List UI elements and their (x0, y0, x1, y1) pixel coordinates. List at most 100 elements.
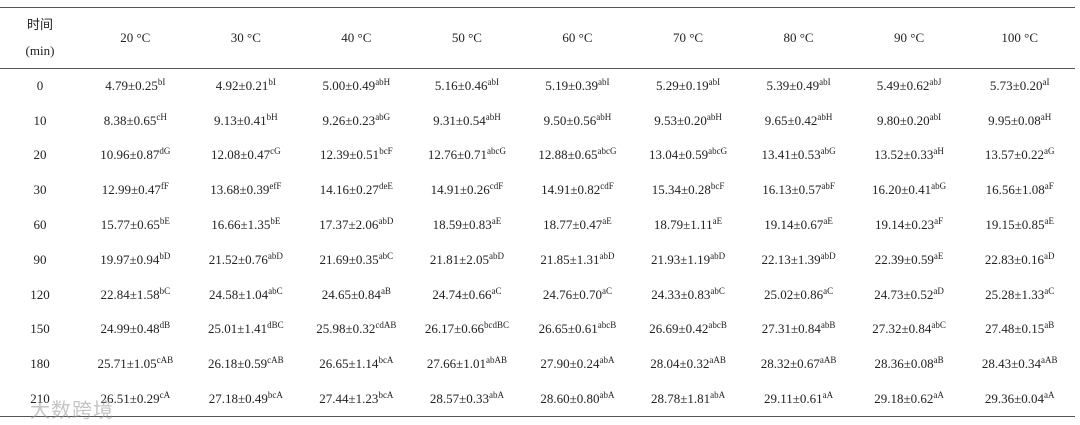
value-cell: 4.92±0.21bI (191, 69, 302, 104)
cell-value: 5.19±0.39 (545, 78, 599, 94)
cell-value: 13.41±0.53 (761, 147, 821, 163)
cell-value: 5.16±0.46 (434, 78, 488, 94)
cell-value: 29.36±0.04 (984, 390, 1044, 406)
value-cell: 24.74±0.66aC (412, 277, 523, 312)
value-cell: 24.65±0.84aB (301, 277, 412, 312)
cell-value: 27.18±0.49 (208, 390, 268, 406)
value-cell: 24.33±0.83abC (633, 277, 744, 312)
value-cell: 13.04±0.59abcG (633, 138, 744, 173)
value-cell: 14.91±0.82cdF (522, 173, 633, 208)
value-cell: 5.00±0.49abH (301, 69, 412, 104)
cell-value: 9.80±0.20 (877, 112, 930, 128)
value-cell: 21.93±1.19abD (633, 242, 744, 277)
value-cell: 25.01±1.41dBC (191, 312, 302, 347)
significance-letters: bE (159, 216, 170, 227)
value-cell: 9.31±0.54abH (412, 103, 523, 138)
significance-letters: aC (491, 285, 502, 296)
cell-value: 14.91±0.82 (541, 182, 601, 198)
cell-value: 26.18±0.59 (208, 356, 268, 372)
significance-letters: aAB (1041, 355, 1058, 366)
value-cell: 14.16±0.27deE (301, 173, 412, 208)
cell-value: 25.71±1.05 (97, 356, 157, 372)
cell-value: 9.53±0.20 (654, 112, 707, 128)
significance-letters: abI (929, 111, 942, 122)
cell-value: 28.60±0.80 (540, 390, 600, 406)
table-row: 210 26.51±0.29cA 27.18±0.49bcA 27.44±1.23bc… (0, 381, 1075, 417)
cell-value: 16.56±1.08 (985, 182, 1045, 198)
significance-letters: abH (817, 111, 833, 122)
significance-letters: abH (485, 111, 501, 122)
cell-value: 9.31±0.54 (433, 112, 486, 128)
column-header: 80 °C (743, 7, 854, 69)
column-header: 30 °C (190, 7, 302, 69)
cell-value: 19.14±0.67 (764, 217, 824, 233)
value-cell: 28.36±0.08aB (854, 347, 965, 382)
watermark: 大数跨境 (30, 398, 114, 422)
cell-value: 22.83±0.16 (984, 251, 1044, 267)
value-cell: 22.39±0.59aE (854, 242, 965, 277)
time-cell: 30 (33, 182, 47, 198)
cell-value: 12.76±0.71 (427, 147, 487, 163)
significance-letters: abC (268, 285, 283, 296)
cell-value: 26.17±0.66 (424, 321, 484, 337)
significance-letters: aD (933, 285, 944, 296)
cell-value: 4.92±0.21 (215, 78, 269, 94)
significance-letters: abH (706, 111, 722, 122)
cell-value: 24.74±0.66 (432, 286, 492, 302)
cell-value: 5.39±0.49 (766, 78, 820, 94)
significance-letters: aA (822, 389, 834, 400)
significance-letters: aA (1044, 389, 1055, 400)
significance-letters: aE (491, 216, 502, 227)
significance-letters: dB (159, 320, 171, 331)
significance-letters: aH (933, 146, 944, 157)
significance-letters: aB (933, 355, 944, 366)
cell-value: 22.39±0.59 (874, 251, 934, 267)
cell-value: 28.36±0.08 (874, 356, 934, 372)
cell-value: 28.43±0.34 (981, 356, 1041, 372)
cell-value: 8.38±0.65 (103, 112, 157, 128)
cell-value: 21.52±0.76 (208, 251, 268, 267)
cell-value: 24.76±0.70 (542, 286, 603, 302)
header-row: 时间 (min) 20 °C 30 °C 40 °C 50 °C 60 °C 70 °C 8… (0, 7, 1075, 69)
cell-value: 29.11±0.61 (763, 390, 823, 406)
significance-letters: aAB (819, 355, 837, 366)
cell-value: 17.37±2.06 (319, 217, 379, 233)
significance-letters: aF (934, 216, 944, 227)
time-header: 时间 (min) (0, 7, 80, 69)
significance-letters: abI (487, 77, 499, 88)
value-cell: 28.78±1.81abA (632, 381, 744, 417)
cell-value: 19.15±0.85 (985, 217, 1045, 233)
cell-value: 16.66±1.35 (211, 217, 271, 233)
table-row: 150 24.99±0.48dB 25.01±1.41dBC 25.98±0.32cd… (0, 312, 1075, 347)
cell-value: 13.52±0.33 (874, 147, 934, 163)
cell-value: 25.02±0.86 (763, 286, 824, 302)
value-cell: 16.13±0.57abF (743, 173, 854, 208)
value-cell: 17.37±2.06abD (301, 208, 412, 243)
value-cell: 12.99±0.47fF (80, 173, 191, 208)
value-cell: 22.83±0.16aD (964, 242, 1075, 277)
value-cell: 19.15±0.85aE (964, 208, 1075, 243)
significance-letters: abA (710, 389, 726, 400)
time-cell: 60 (33, 217, 47, 233)
cell-value: 27.90±0.24 (540, 356, 600, 372)
cell-value: 12.08±0.47 (211, 147, 271, 163)
table-row: 180 25.71±1.05cAB 26.18±0.59cAB 26.65±1.14b… (0, 347, 1075, 382)
cell-value: 5.73±0.20 (989, 78, 1043, 94)
cell-value: 27.48±0.15 (985, 321, 1045, 337)
value-cell: 13.41±0.53abG (743, 138, 854, 173)
value-cell: 18.59±0.83aE (412, 208, 523, 243)
value-cell: 21.85±1.31abD (522, 242, 633, 277)
significance-letters: abA (599, 355, 615, 366)
cell-value: 27.44±1.23 (319, 390, 379, 406)
cell-value: 12.39±0.51 (320, 147, 380, 163)
value-cell: 9.50±0.56abH (522, 103, 633, 138)
value-cell: 26.65±1.14bcA (301, 347, 412, 382)
cell-value: 28.32±0.67 (760, 356, 820, 372)
value-cell: 16.56±1.08aF (964, 173, 1075, 208)
significance-letters: bcF (710, 181, 725, 192)
significance-letters: fF (160, 181, 169, 192)
significance-letters: aC (602, 285, 613, 296)
cell-value: 12.88±0.65 (538, 147, 598, 163)
significance-letters: abcB (597, 320, 617, 331)
